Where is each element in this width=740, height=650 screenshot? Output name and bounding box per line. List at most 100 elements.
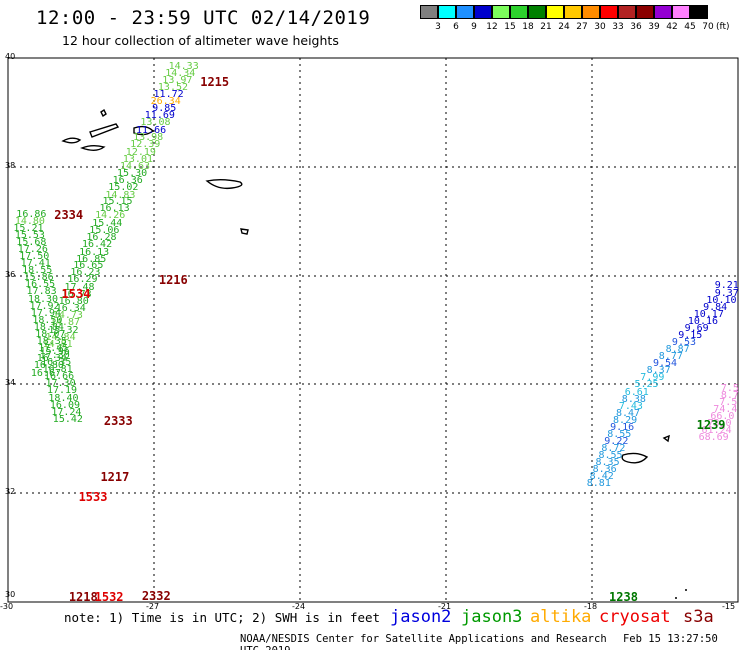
scale-swatch (672, 5, 690, 19)
wave-height-value: 13.98 (133, 131, 164, 143)
legend-cryosat: cryosat (599, 607, 671, 627)
wave-height-value: 15.30 (117, 167, 148, 179)
wave-height-value: 16.85 (76, 253, 107, 265)
wave-height-value: 8.37 (646, 365, 671, 377)
footer-timestamp: Feb 15 13:27:50 UTC 2019 (240, 633, 718, 650)
wave-height-value: 14.87 (49, 316, 80, 328)
footer: NOAA/NESDIS Center for Satellite Applica… (240, 633, 740, 650)
wave-height-value: 6.61 (624, 386, 649, 398)
wave-height-value: 18.30 (27, 293, 59, 305)
wave-height-value: 17.41 (20, 258, 51, 270)
wave-height-value: 15.21 (13, 222, 44, 234)
lat-tick-32: 32 (5, 487, 16, 496)
pass-time-label: 1533 (78, 490, 108, 504)
legend-jason3: jason3 (461, 607, 523, 627)
scale-swatch (654, 5, 672, 19)
units-note: note: 1) Time is in UTC; 2) SWH is in fe… (64, 610, 381, 625)
scale-label: 9 (471, 22, 477, 32)
pass-time-label: 1218 (68, 590, 98, 605)
scale-label: 39 (648, 22, 660, 32)
pass-time-label: 1532 (94, 590, 124, 605)
wave-height-value: 17.30 (39, 350, 70, 362)
pass-time-label: 1239 (696, 418, 726, 433)
lon-tick-minus18: -18 (584, 602, 598, 611)
wave-height-value: 9.22 (604, 436, 629, 448)
wave-height-value: 7.5 (720, 382, 739, 394)
scale-label: 36 (630, 22, 642, 32)
wave-height-value: 8.29 (613, 414, 638, 426)
wave-height-value: 15.53 (14, 229, 45, 241)
wave-height-value: 61.24 (701, 425, 732, 437)
wave-height-value: 15.68 (16, 236, 47, 248)
wave-height-value: 15.44 (92, 217, 123, 229)
color-scale: 3 6 9 12 15 18 21 24 27 30 33 36 39 42 45 70 (420, 5, 730, 37)
scale-label: 45 (684, 22, 696, 32)
wave-height-value: 7.43 (618, 400, 643, 412)
wave-height-value: 8.72 (601, 443, 626, 455)
wave-height-value: 68.69 (698, 432, 729, 444)
wave-height-value: 10.16 (687, 315, 719, 327)
scale-swatch (474, 5, 492, 19)
wave-height-value: 15.96 (39, 345, 70, 357)
wave-height-value: 15.32 (48, 324, 79, 336)
legend-jason2: jason2 (390, 607, 452, 627)
wave-height-value: 7.5 (719, 396, 738, 408)
scale-swatch (420, 5, 438, 19)
wave-height-value: 16.09 (49, 399, 80, 411)
wave-height-value: 18.55 (22, 265, 53, 277)
wave-height-value: 8.36 (592, 464, 617, 476)
wave-height-value: 16.13 (79, 246, 110, 258)
wave-height-value: 5.25 (634, 379, 659, 391)
wave-height-value: 9.85 (152, 103, 177, 115)
pass-time-label: 1534 (61, 286, 91, 301)
lon-tick-minus24: -24 (292, 602, 306, 611)
map-border (7, 57, 739, 603)
wave-height-value: 17.83 (26, 286, 57, 298)
wave-height-value: 16.81 (42, 364, 73, 376)
lat-tick-34: 34 (5, 378, 16, 387)
lon-tick-minus15: -15 (722, 602, 736, 611)
wave-height-value: 13.08 (140, 117, 171, 129)
island-terceira (133, 125, 155, 136)
legend-row: note: 1) Time is in UTC; 2) SWH is in fe… (0, 606, 740, 630)
island-porto-santo (662, 434, 670, 443)
wave-height-value: 8.81 (586, 478, 611, 490)
island-pico (80, 145, 106, 151)
wave-height-value: 16.23 (70, 267, 101, 279)
island-corvo (100, 108, 107, 118)
wave-height-value: 14.81 (42, 338, 73, 350)
wave-height-value: 10.10 (706, 294, 737, 306)
wave-height-value: 8.55 (607, 428, 632, 440)
wave-height-value: 16.73 (61, 288, 92, 300)
wave-height-value: 16.29 (67, 274, 98, 286)
color-scale-unit: (ft) (716, 22, 730, 32)
legend-s3a: s3a (683, 607, 714, 627)
wave-height-value: 13.52 (157, 81, 189, 93)
wave-height-value: 17.45 (38, 343, 69, 355)
scale-swatch (456, 5, 474, 19)
wave-height-value: 14.63 (119, 160, 151, 172)
pass-time-label: 2334 (54, 207, 84, 222)
page-subtitle: 12 hour collection of altimeter wave hei… (62, 33, 339, 48)
lon-tick-minus30: -30 (0, 602, 14, 611)
scale-label: 3 (435, 22, 441, 32)
wave-height-value: 9.69 (684, 322, 709, 334)
wave-height-value: 14.34 (165, 67, 196, 79)
footer-credit: NOAA/NESDIS Center for Satellite Applica… (240, 633, 607, 645)
island-flores (61, 137, 82, 144)
legend-altika: altika (530, 607, 592, 627)
wave-height-value: 16.35 (41, 357, 72, 369)
wave-height-value: 17.92 (29, 300, 60, 312)
wave-height-value: 9.54 (652, 358, 678, 370)
wave-height-value: 18.50 (32, 314, 63, 326)
wave-height-value: 17.30 (45, 378, 76, 390)
wave-height-value: 16.80 (58, 296, 89, 308)
scale-label: 27 (576, 22, 588, 32)
island-dots (675, 589, 687, 599)
wave-height-value: 15.86 (23, 272, 54, 284)
wave-height-value: 16.13 (99, 203, 130, 215)
wave-height-value: 14.83 (105, 189, 136, 201)
wave-height-value: 8.87 (665, 344, 690, 356)
